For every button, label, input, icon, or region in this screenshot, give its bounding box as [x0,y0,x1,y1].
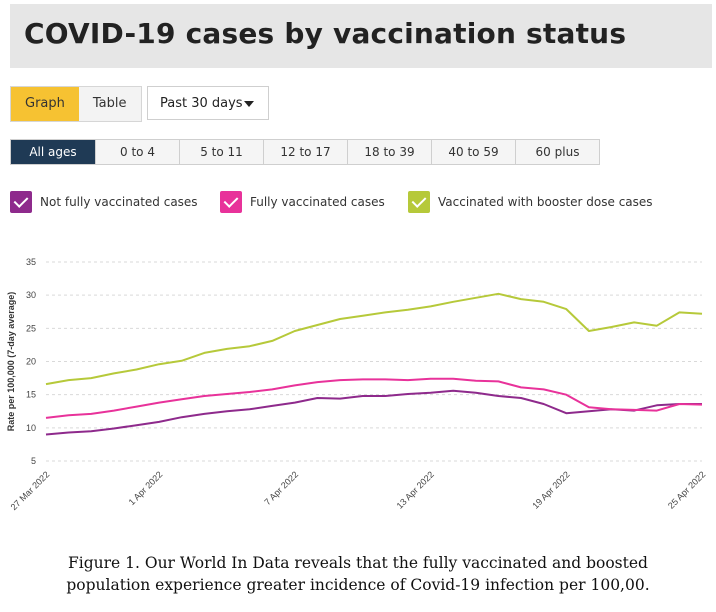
view-toggle: Graph Table [10,86,142,122]
age-tab-0-to-4[interactable]: 0 to 4 [95,140,179,164]
x-tick-label: 19 Apr 2022 [530,469,571,510]
y-tick-label: 35 [26,257,36,267]
legend-item-fully-vaccinated[interactable]: Fully vaccinated cases [220,190,385,214]
legend-item-not-fully-vaccinated[interactable]: Not fully vaccinated cases [10,190,198,214]
checkbox-checked-icon[interactable] [220,191,242,213]
y-tick-label: 10 [26,423,36,433]
age-tab-all-ages[interactable]: All ages [11,140,95,164]
graph-button[interactable]: Graph [11,87,79,121]
x-tick-label: 13 Apr 2022 [395,469,436,510]
legend-label: Fully vaccinated cases [250,195,385,209]
y-tick-label: 30 [26,290,36,300]
age-tab-5-to-11[interactable]: 5 to 11 [179,140,263,164]
y-tick-label: 15 [26,390,36,400]
x-tick-label: 27 Mar 2022 [9,469,52,512]
x-tick-label: 25 Apr 2022 [666,469,707,510]
age-tab-12-to-17[interactable]: 12 to 17 [263,140,347,164]
period-dropdown[interactable]: Past 30 days [147,86,269,120]
age-tab-60-plus[interactable]: 60 plus [515,140,599,164]
table-button[interactable]: Table [78,87,141,121]
age-tab-18-to-39[interactable]: 18 to 39 [347,140,431,164]
y-axis-label: Rate per 100,000 (7-day average) [6,292,16,432]
header-bar: COVID-19 cases by vaccination status [10,4,712,68]
age-group-tabs: All ages 0 to 4 5 to 11 12 to 17 18 to 3… [10,139,600,165]
period-dropdown-value: Past 30 days [160,96,243,111]
age-tab-40-to-59[interactable]: 40 to 59 [431,140,515,164]
caption-line-1: Figure 1. Our World In Data reveals that… [68,554,648,572]
series-line-3 [45,292,703,386]
legend-label: Vaccinated with booster dose cases [438,195,653,209]
series-line-2 [45,377,703,419]
caption-line-2: population experience greater incidence … [66,576,650,594]
figure-caption: Figure 1. Our World In Data reveals that… [0,552,716,596]
checkbox-checked-icon[interactable] [408,191,430,213]
y-tick-label: 25 [26,323,36,333]
line-chart: 5 10 15 20 25 30 35 Rate per 100,000 (7-day ave… [6,257,707,512]
x-tick-label: 1 Apr 2022 [127,469,165,507]
series-line-1 [45,389,702,436]
checkbox-checked-icon[interactable] [10,191,32,213]
caret-down-icon [244,101,254,107]
y-tick-label: 20 [26,357,36,367]
legend-label: Not fully vaccinated cases [40,195,198,209]
legend-item-booster[interactable]: Vaccinated with booster dose cases [408,190,653,214]
page-title: COVID-19 cases by vaccination status [24,17,627,50]
y-tick-label: 5 [31,456,36,466]
x-tick-label: 7 Apr 2022 [262,469,300,507]
